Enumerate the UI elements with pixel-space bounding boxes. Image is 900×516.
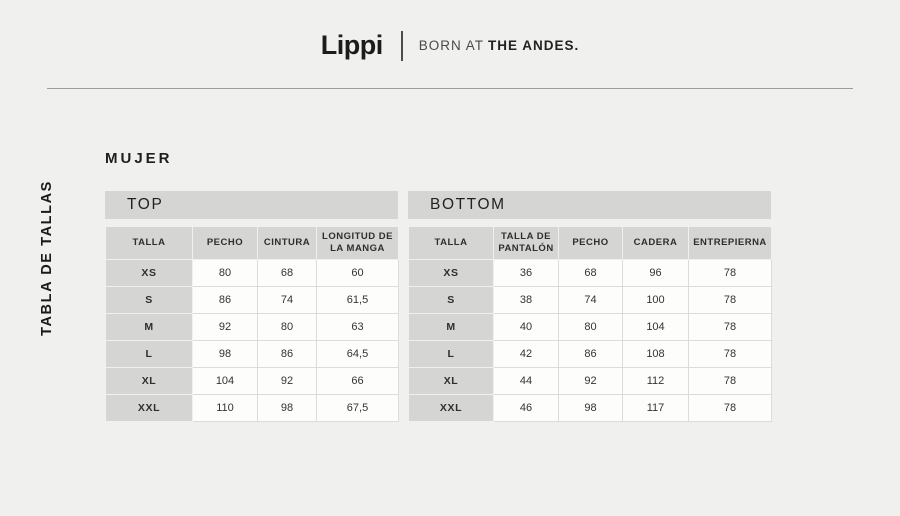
value-cell: 46 [493, 394, 559, 422]
value-cell: 78 [688, 340, 772, 368]
brand-tagline: BORN AT THE ANDES. [419, 38, 580, 53]
value-cell: 80 [558, 313, 623, 341]
size-chart-vertical-label: TABLA DE TALLAS [39, 180, 55, 336]
bottom-table-title: BOTTOM [408, 191, 771, 219]
column-header: ENTREPIERNA [688, 226, 772, 260]
value-cell: 104 [192, 367, 258, 395]
top-table-body: XS 80 68 60 S 86 74 61,5 M 92 80 63 L 98 86 64,5 XL 104 92… [105, 259, 399, 422]
brand-logo: Lippi [320, 30, 383, 60]
value-cell: 67,5 [316, 394, 399, 422]
value-cell: 66 [316, 367, 399, 395]
size-label-cell: S [408, 286, 494, 314]
value-cell: 74 [257, 286, 317, 314]
value-cell: 44 [493, 367, 559, 395]
table-row: L 98 86 64,5 [105, 340, 399, 368]
bottom-size-table-section: BOTTOM TALLA TALLA DE PANTALÓN PECHO CADERA… [408, 191, 772, 422]
column-header: TALLA [105, 226, 193, 260]
value-cell: 78 [688, 286, 772, 314]
column-header: CINTURA [257, 226, 317, 260]
table-row: XS 80 68 60 [105, 259, 399, 287]
value-cell: 40 [493, 313, 559, 341]
value-cell: 98 [558, 394, 623, 422]
value-cell: 68 [558, 259, 623, 287]
value-cell: 112 [622, 367, 689, 395]
size-chart-content: MUJER TOP TALLA PECHO CINTURA LONGITUD DE L… [105, 150, 772, 422]
value-cell: 86 [257, 340, 317, 368]
value-cell: 78 [688, 313, 772, 341]
value-cell: 80 [192, 259, 258, 287]
value-cell: 63 [316, 313, 399, 341]
value-cell: 78 [688, 367, 772, 395]
value-cell: 64,5 [316, 340, 399, 368]
value-cell: 60 [316, 259, 399, 287]
page-header: Lippi BORN AT THE ANDES. [0, 30, 900, 61]
tagline-bold: THE ANDES. [487, 38, 580, 53]
size-label-cell: XXL [408, 394, 494, 422]
header-rule [47, 88, 853, 89]
value-cell: 68 [257, 259, 317, 287]
value-cell: 74 [558, 286, 623, 314]
bottom-size-table: TALLA TALLA DE PANTALÓN PECHO CADERA ENTREPI… [408, 226, 772, 422]
value-cell: 42 [493, 340, 559, 368]
size-label-cell: S [105, 286, 193, 314]
value-cell: 86 [192, 286, 258, 314]
table-row: S 38 74 100 78 [408, 286, 772, 314]
size-label-cell: M [408, 313, 494, 341]
value-cell: 80 [257, 313, 317, 341]
value-cell: 78 [688, 394, 772, 422]
value-cell: 117 [622, 394, 689, 422]
value-cell: 78 [688, 259, 772, 287]
top-table-title: TOP [105, 191, 398, 219]
header-row: TALLA PECHO CINTURA LONGITUD DE LA MANGA [105, 226, 399, 260]
value-cell: 92 [558, 367, 623, 395]
vertical-divider [400, 30, 403, 61]
table-row: L 42 86 108 78 [408, 340, 772, 368]
column-header: PECHO [192, 226, 258, 260]
section-title-mujer: MUJER [105, 150, 173, 167]
value-cell: 98 [257, 394, 317, 422]
column-header: LONGITUD DE LA MANGA [316, 226, 399, 260]
size-label-cell: L [105, 340, 193, 368]
value-cell: 110 [192, 394, 258, 422]
table-row: XXL 110 98 67,5 [105, 394, 399, 422]
table-row: XL 44 92 112 78 [408, 367, 772, 395]
header-row: TALLA TALLA DE PANTALÓN PECHO CADERA ENTREPI… [408, 226, 772, 260]
top-size-table: TALLA PECHO CINTURA LONGITUD DE LA MANGA XS… [105, 226, 399, 422]
bottom-table-body: XS 36 68 96 78 S 38 74 100 78 M 40 80 104 78 L 42 86 108 78… [408, 259, 772, 422]
table-row: M 92 80 63 [105, 313, 399, 341]
size-label-cell: XXL [105, 394, 193, 422]
bottom-table-head: TALLA TALLA DE PANTALÓN PECHO CADERA ENTREPI… [408, 226, 772, 260]
top-table-head: TALLA PECHO CINTURA LONGITUD DE LA MANGA [105, 226, 399, 260]
size-label-cell: XL [408, 367, 494, 395]
value-cell: 98 [192, 340, 258, 368]
value-cell: 100 [622, 286, 689, 314]
value-cell: 92 [257, 367, 317, 395]
column-header: CADERA [622, 226, 689, 260]
tables-row: TOP TALLA PECHO CINTURA LONGITUD DE LA MANG… [105, 191, 772, 422]
value-cell: 61,5 [316, 286, 399, 314]
value-cell: 86 [558, 340, 623, 368]
value-cell: 92 [192, 313, 258, 341]
column-header: PECHO [558, 226, 623, 260]
size-label-cell: L [408, 340, 494, 368]
value-cell: 108 [622, 340, 689, 368]
size-label-cell: XL [105, 367, 193, 395]
value-cell: 104 [622, 313, 689, 341]
table-row: XS 36 68 96 78 [408, 259, 772, 287]
top-size-table-section: TOP TALLA PECHO CINTURA LONGITUD DE LA MANG… [105, 191, 399, 422]
table-row: XL 104 92 66 [105, 367, 399, 395]
table-row: XXL 46 98 117 78 [408, 394, 772, 422]
size-label-cell: XS [408, 259, 494, 287]
value-cell: 36 [493, 259, 559, 287]
value-cell: 96 [622, 259, 689, 287]
size-label-cell: M [105, 313, 193, 341]
column-header: TALLA DE PANTALÓN [493, 226, 559, 260]
table-row: M 40 80 104 78 [408, 313, 772, 341]
tagline-regular: BORN AT [418, 38, 484, 53]
value-cell: 38 [493, 286, 559, 314]
size-label-cell: XS [105, 259, 193, 287]
table-row: S 86 74 61,5 [105, 286, 399, 314]
column-header: TALLA [408, 226, 494, 260]
